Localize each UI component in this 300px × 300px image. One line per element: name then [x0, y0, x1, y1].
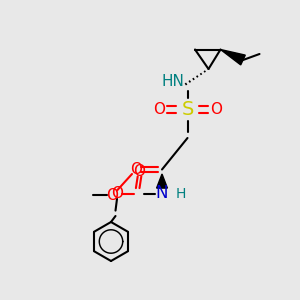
Text: O: O	[111, 186, 123, 201]
Text: O: O	[153, 102, 165, 117]
Polygon shape	[220, 50, 245, 65]
Text: O: O	[210, 102, 222, 117]
Text: S: S	[181, 100, 194, 119]
Text: N: N	[156, 184, 168, 202]
Polygon shape	[157, 174, 167, 188]
Text: O: O	[106, 188, 119, 202]
Text: O: O	[134, 164, 146, 178]
Text: HN: HN	[161, 74, 184, 89]
Text: H: H	[176, 187, 186, 200]
Text: O: O	[130, 162, 142, 177]
